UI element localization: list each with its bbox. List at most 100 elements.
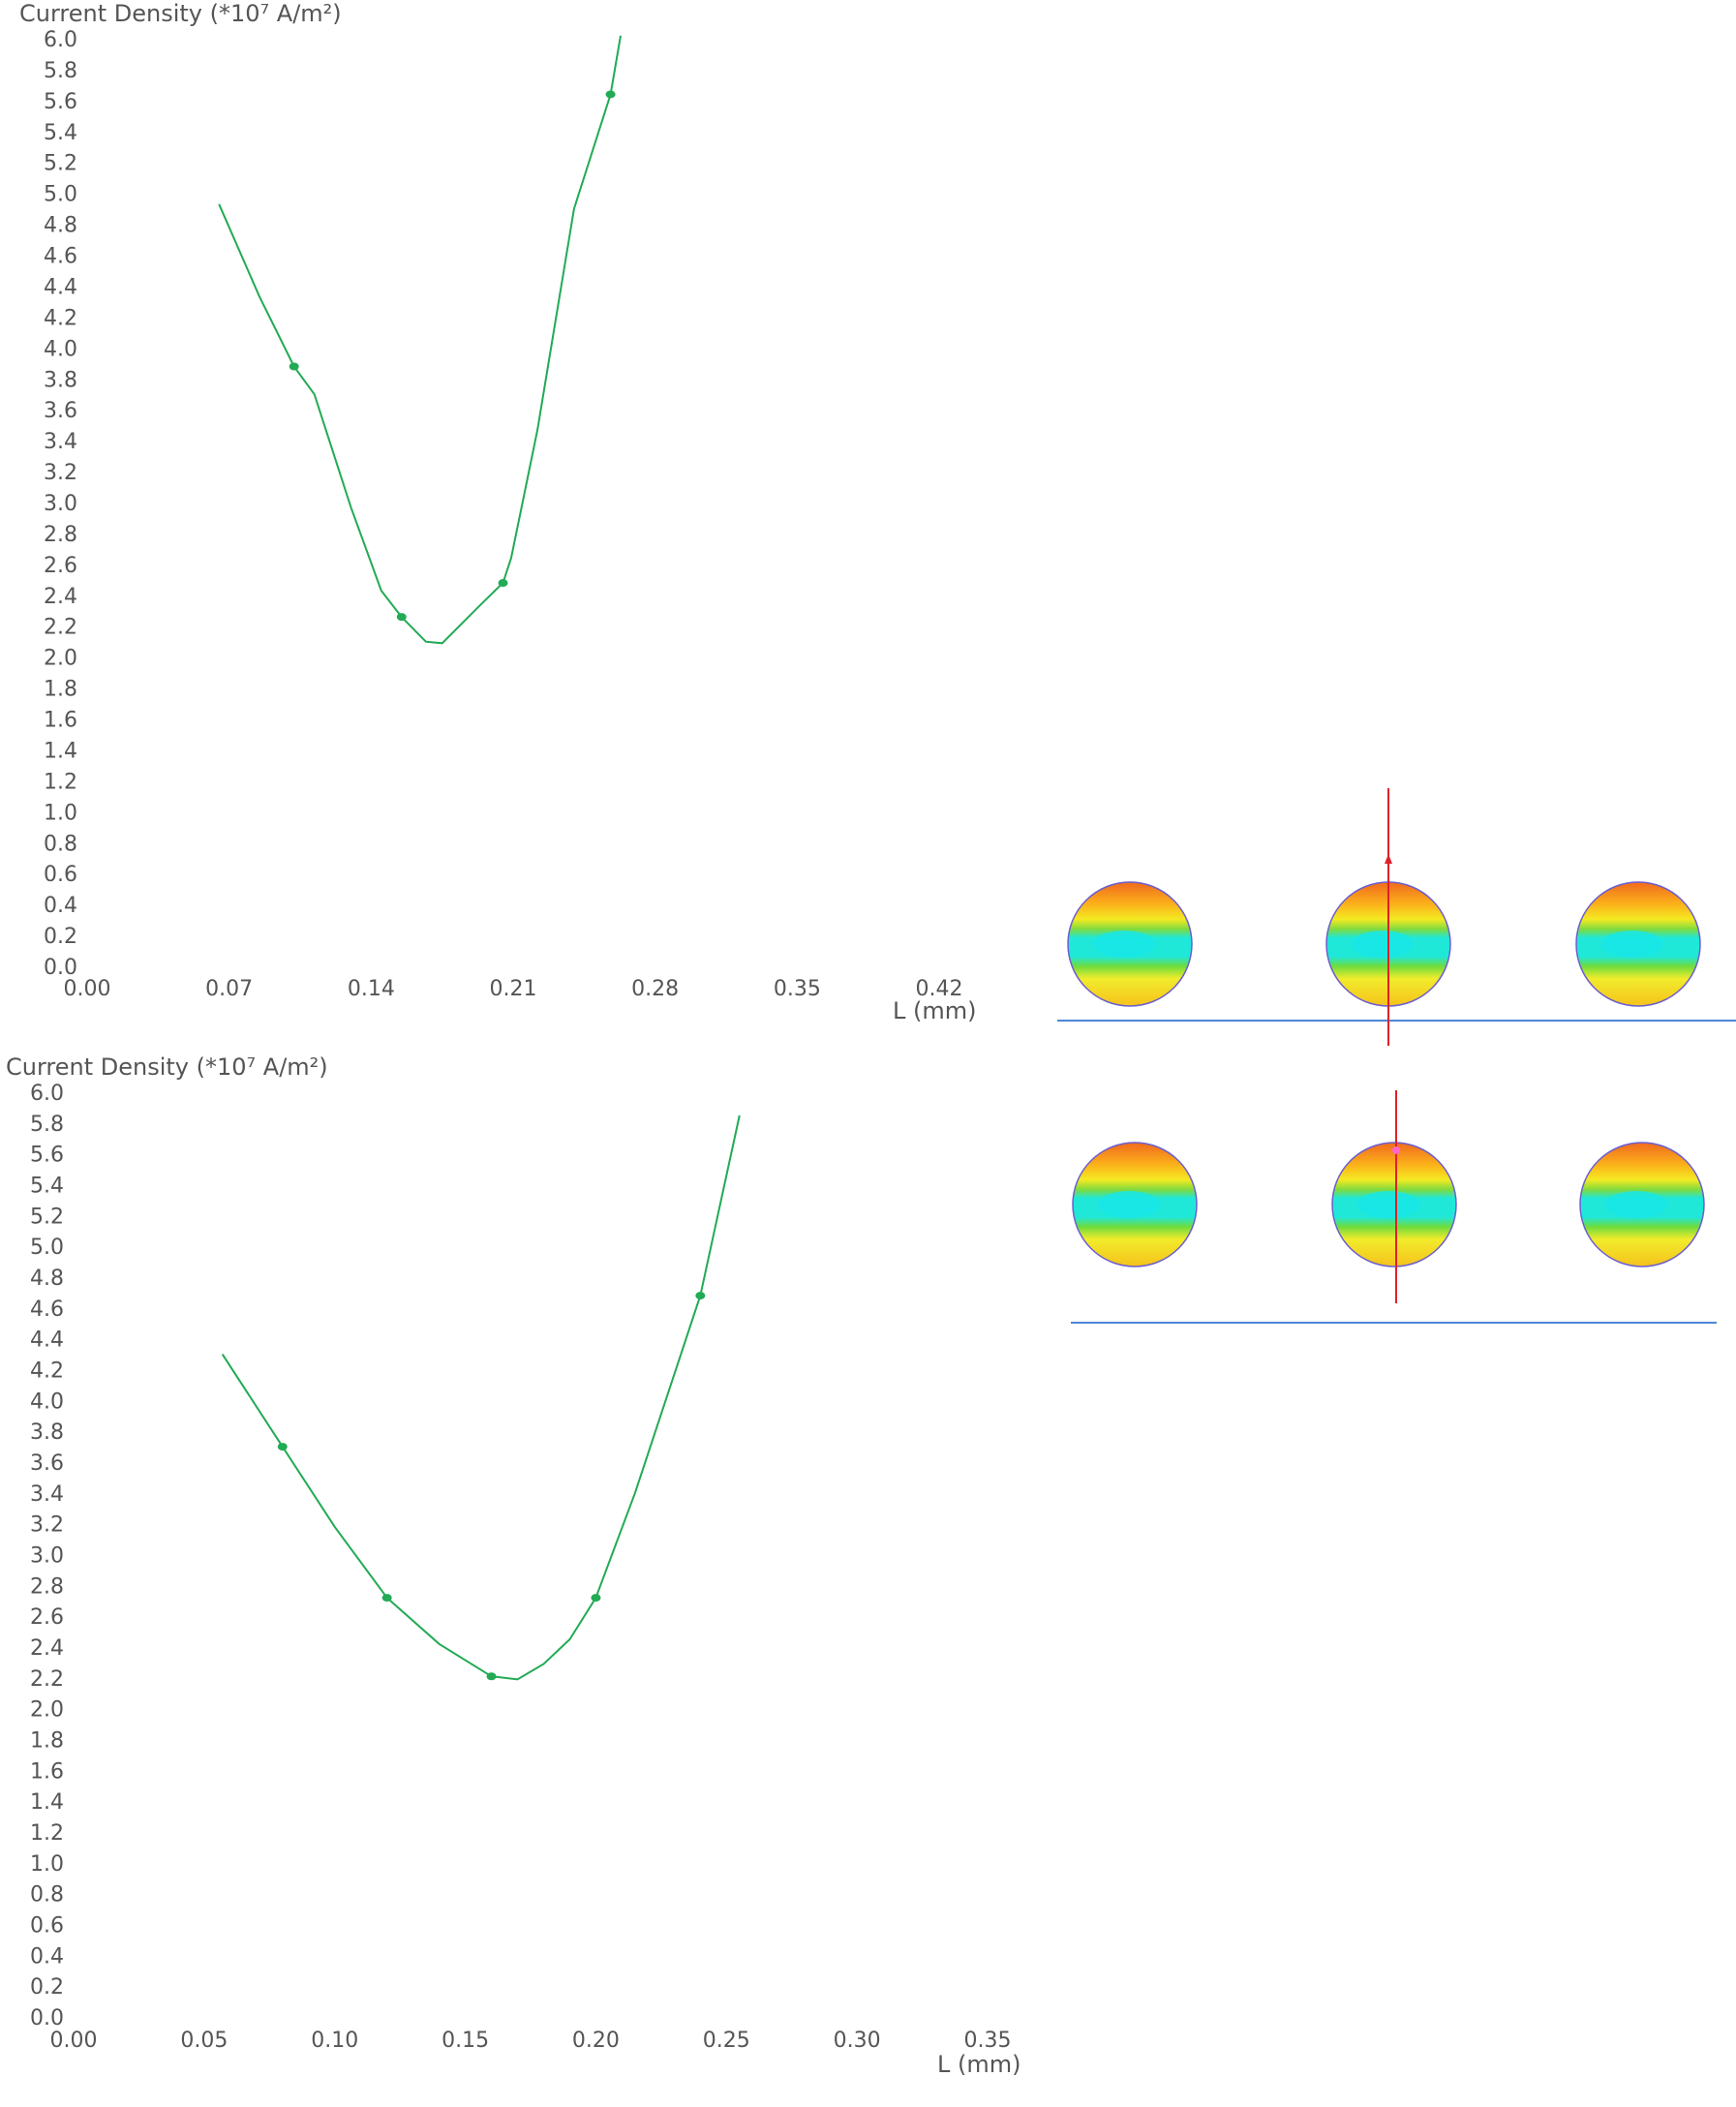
x-tick-label: 0.28 — [631, 977, 679, 1001]
y-tick-label: 0.4 — [30, 1944, 64, 1969]
y-tick-label: 5.2 — [30, 1205, 64, 1229]
y-tick-label: 5.2 — [44, 152, 77, 176]
y-tick-label: 3.8 — [44, 368, 77, 392]
y-tick-label: 2.2 — [44, 616, 77, 640]
y-tick-label: 0.0 — [44, 956, 77, 980]
data-point — [605, 90, 616, 99]
series-line — [221, 1115, 741, 1681]
y-tick-label: 4.2 — [30, 1359, 64, 1384]
data-point — [498, 579, 508, 588]
y-tick-label: 3.0 — [30, 1544, 64, 1569]
y-tick-label: 1.2 — [44, 770, 77, 794]
y-tick-label: 2.6 — [30, 1605, 64, 1630]
y-tick-label: 1.4 — [30, 1790, 64, 1815]
y-tick-label: 1.8 — [30, 1729, 64, 1754]
x-tick-label: 0.42 — [916, 977, 963, 1001]
y-tick-label: 4.0 — [30, 1389, 64, 1414]
y-tick-label: 0.6 — [30, 1914, 64, 1939]
probe-dot — [1392, 1146, 1400, 1154]
x-tick-label: 0.25 — [703, 2029, 750, 2053]
y-tick-label: 0.0 — [30, 2006, 64, 2031]
series-line — [218, 35, 622, 645]
y-tick-label: 1.2 — [30, 1821, 64, 1846]
x-tick-label: 0.21 — [490, 977, 537, 1001]
x-axis-label: L (mm) — [937, 2051, 1021, 2078]
y-tick-label: 4.8 — [44, 214, 77, 238]
data-point — [277, 1443, 288, 1451]
y-tick-label: 5.6 — [44, 90, 77, 114]
chart-title: Current Density (*10⁷ A/m²) — [6, 1054, 328, 1081]
cyan-region — [1357, 1191, 1419, 1218]
y-tick-label: 3.6 — [44, 399, 77, 423]
y-tick-label: 2.4 — [30, 1636, 64, 1661]
y-tick-label: 3.8 — [30, 1420, 64, 1445]
y-tick-label: 6.0 — [44, 28, 77, 52]
x-tick-label: 0.05 — [180, 2029, 228, 2053]
x-tick-label: 0.00 — [64, 977, 111, 1001]
cyan-region — [1352, 931, 1414, 958]
y-tick-label: 4.6 — [44, 245, 77, 269]
y-tick-label: 4.0 — [44, 337, 77, 361]
y-tick-label: 4.2 — [44, 306, 77, 330]
y-tick-label: 3.4 — [44, 430, 77, 454]
y-tick-label: 2.2 — [30, 1667, 64, 1692]
y-tick-label: 2.8 — [44, 523, 77, 547]
y-tick-label: 4.8 — [30, 1267, 64, 1291]
y-tick-label: 5.6 — [30, 1144, 64, 1168]
x-tick-label: 0.35 — [964, 2029, 1012, 2053]
y-tick-label: 3.6 — [30, 1451, 64, 1476]
y-tick-label: 3.0 — [44, 492, 77, 516]
x-tick-label: 0.15 — [442, 2029, 489, 2053]
y-tick-label: 5.4 — [30, 1175, 64, 1199]
chart-panel-bottom: Current Density (*10⁷ A/m²) 0.0 0.2 0.4 0.6… — [0, 1054, 1736, 2107]
probe-arrow — [1385, 854, 1392, 864]
y-tick-label: 0.6 — [44, 863, 77, 887]
cyan-region — [1098, 1191, 1160, 1218]
y-tick-label: 0.8 — [44, 832, 77, 856]
y-tick-label: 2.8 — [30, 1574, 64, 1599]
y-tick-label: 0.8 — [30, 1883, 64, 1908]
y-tick-label: 4.4 — [30, 1328, 64, 1353]
chart-plot-bottom: 0.0 0.2 0.4 0.6 0.8 1.0 1.2 1.4 1.6 1.8 2.0 2.2 2.4 2… — [30, 1082, 1717, 2053]
y-tick-label: 4.4 — [44, 275, 77, 299]
x-tick-label: 0.07 — [205, 977, 253, 1001]
cyan-region — [1601, 931, 1663, 958]
y-tick-label: 4.6 — [30, 1298, 64, 1322]
y-tick-label: 2.0 — [30, 1698, 64, 1723]
y-tick-label: 1.4 — [44, 739, 77, 763]
data-point — [289, 362, 299, 371]
chart-title: Current Density (*10⁷ A/m²) — [19, 0, 342, 27]
y-tick-label: 2.0 — [44, 647, 77, 671]
y-tick-label: 1.6 — [30, 1759, 64, 1784]
data-point — [591, 1594, 601, 1603]
x-tick-label: 0.10 — [311, 2029, 358, 2053]
y-tick-label: 5.0 — [30, 1236, 64, 1260]
chart-plot-top: 0.0 0.2 0.4 0.6 0.8 1.0 1.2 1.4 1.6 1.8 2.0 2.2 2.4 2… — [44, 28, 1736, 1046]
y-tick-label: 0.2 — [44, 925, 77, 949]
x-tick-label: 0.14 — [348, 977, 395, 1001]
y-tick-label: 0.4 — [44, 894, 77, 918]
x-axis-label: L (mm) — [893, 997, 977, 1024]
y-tick-label: 5.4 — [44, 121, 77, 145]
y-tick-label: 1.0 — [44, 801, 77, 825]
data-point — [381, 1594, 392, 1603]
x-tick-label: 0.35 — [774, 977, 821, 1001]
y-tick-label: 6.0 — [30, 1082, 64, 1106]
y-tick-label: 3.4 — [30, 1482, 64, 1507]
y-tick-label: 2.6 — [44, 554, 77, 578]
data-point — [396, 613, 407, 622]
x-tick-label: 0.00 — [50, 2029, 98, 2053]
data-point — [486, 1672, 497, 1681]
y-tick-label: 3.2 — [44, 461, 77, 485]
x-tick-label: 0.30 — [834, 2029, 881, 2053]
y-tick-label: 1.0 — [30, 1852, 64, 1877]
y-tick-label: 5.8 — [30, 1113, 64, 1137]
chart-panel-top: Current Density (*10⁷ A/m²) 0.0 0.2 0.4 0.6… — [19, 0, 1736, 1046]
y-tick-label: 2.4 — [44, 585, 77, 609]
y-tick-label: 0.2 — [30, 1975, 64, 2000]
cyan-region — [1093, 931, 1155, 958]
x-tick-label: 0.20 — [572, 2029, 620, 2053]
y-tick-label: 5.8 — [44, 59, 77, 83]
y-tick-label: 1.6 — [44, 709, 77, 733]
y-tick-label: 5.0 — [44, 183, 77, 207]
